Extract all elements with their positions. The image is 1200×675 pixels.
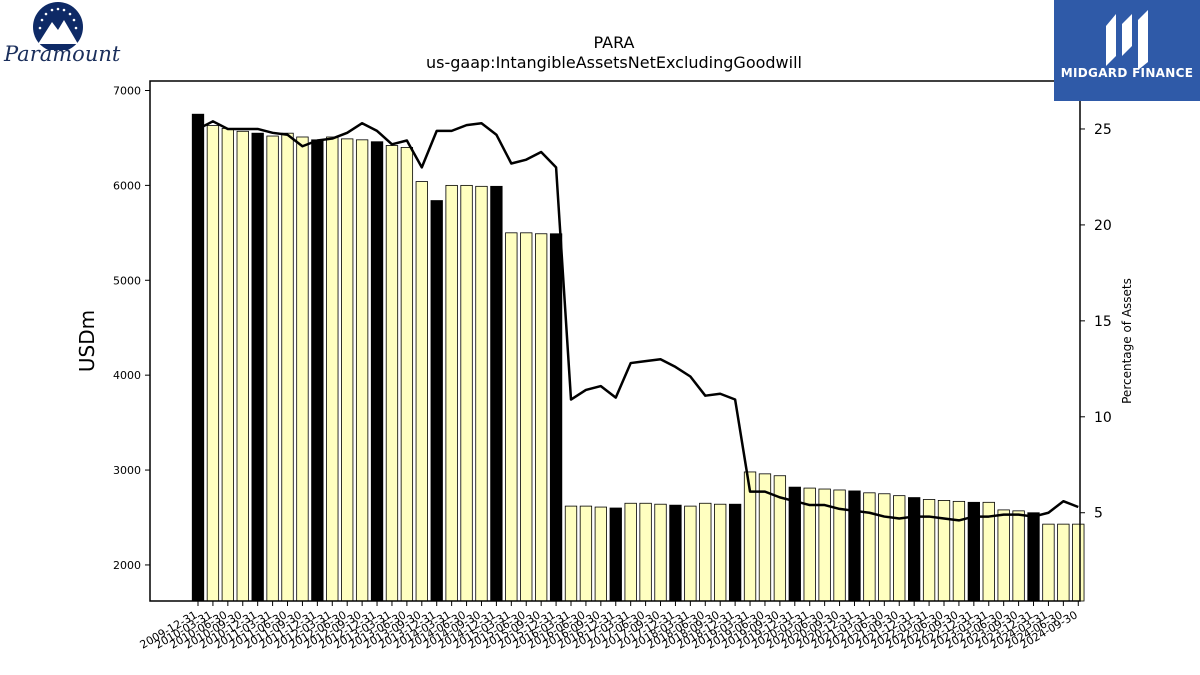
bar-2021-09-30 [893, 495, 906, 602]
line-group [197, 120, 1079, 522]
y-axis-right: 5 10 15 20 25 [1080, 122, 1112, 522]
bar-2017-12-31 [669, 504, 682, 602]
bar-2014-09-30 [475, 185, 488, 602]
y2-tick-label: 25 [1094, 122, 1112, 138]
paramount-logo: Paramount [0, 0, 121, 80]
bar-2021-12-31 [908, 497, 921, 602]
bar-2015-12-31 [549, 233, 563, 602]
bar-2016-12-31 [609, 507, 622, 602]
bar-2014-12-31 [490, 185, 503, 602]
midgard-emblem-icon [1106, 10, 1148, 70]
bar-2015-09-30 [535, 233, 548, 602]
bar-2020-12-31 [848, 490, 861, 602]
bar-2023-06-30 [997, 509, 1010, 602]
chart-subtitle: us-gaap:IntangibleAssetsNetExcludingGood… [426, 53, 802, 72]
bar-2011-06-30 [281, 132, 294, 602]
y2-tick-label: 10 [1094, 410, 1112, 426]
bar-2015-03-31 [505, 232, 518, 602]
plot-frame [149, 80, 1081, 602]
bar-2024-06-30 [1057, 523, 1070, 602]
bar-2018-09-30 [714, 503, 727, 602]
bar-2018-12-31 [728, 503, 742, 602]
y2-tick-label: 15 [1094, 314, 1112, 330]
y-axis-left: 2000 3000 4000 5000 6000 7000 [113, 84, 150, 572]
y-tick-label: 5000 [113, 274, 141, 287]
y-tick-label: 7000 [113, 84, 141, 97]
bars-group [191, 113, 1085, 602]
bar-2021-06-30 [878, 493, 891, 602]
bar-2018-06-30 [699, 502, 712, 602]
bar-2014-06-30 [460, 184, 473, 602]
bar-2009-12-31 [191, 113, 205, 602]
bar-2012-06-30 [341, 138, 354, 602]
bar-2010-03-31 [206, 125, 220, 602]
y2-tick-label: 5 [1094, 506, 1103, 522]
bar-2010-06-30 [221, 128, 234, 602]
bar-2023-09-30 [1012, 510, 1025, 602]
y2-tick-label: 20 [1094, 218, 1112, 234]
bar-2013-12-31 [430, 200, 443, 602]
chart-title: PARA [594, 33, 635, 52]
bar-2010-12-31 [251, 132, 264, 602]
bar-2017-09-30 [654, 503, 667, 602]
bar-2021-03-31 [863, 492, 876, 602]
bar-2011-12-31 [311, 139, 324, 602]
y-tick-label: 6000 [113, 179, 141, 192]
bar-2024-03-31 [1042, 523, 1055, 602]
bar-2019-12-31 [788, 486, 801, 602]
y-tick-label: 2000 [113, 559, 141, 572]
bar-2023-12-31 [1027, 512, 1040, 602]
bar-2013-09-30 [415, 181, 428, 602]
bar-2015-06-30 [520, 232, 533, 602]
midgard-wordmark: MIDGARD FINANCE [1060, 66, 1194, 80]
bar-2018-03-31 [684, 505, 697, 602]
bar-2016-03-31 [564, 505, 578, 602]
bar-2012-12-31 [370, 141, 384, 602]
bar-2017-06-30 [639, 502, 652, 602]
bar-2014-03-31 [445, 184, 458, 602]
bar-2022-03-31 [922, 499, 936, 602]
bar-2012-03-31 [326, 136, 339, 602]
bar-2016-06-30 [579, 505, 593, 602]
bar-2022-06-30 [937, 500, 951, 602]
y-axis-label: USDm [75, 310, 99, 372]
bar-2010-09-30 [236, 130, 249, 602]
x-axis: 2009-12-312010-03-312010-06-302010-09-30… [138, 601, 1080, 652]
paramount-wordmark: Paramount [4, 42, 121, 66]
bar-2011-09-30 [296, 136, 309, 602]
bar-2013-06-30 [400, 147, 414, 602]
bar-2012-09-30 [355, 139, 369, 602]
y-tick-label: 4000 [113, 369, 141, 382]
midgard-finance-logo: MIDGARD FINANCE [1054, 0, 1200, 101]
bar-2024-09-30 [1072, 523, 1085, 602]
mountain-star-icon [33, 2, 83, 50]
y2-axis-label: Percentage of Assets [1120, 278, 1134, 404]
bar-2011-03-31 [266, 135, 279, 602]
y-tick-label: 3000 [113, 464, 141, 477]
percentage-line [197, 120, 1079, 522]
bar-2016-09-30 [594, 506, 607, 602]
bar-2013-03-31 [385, 145, 399, 602]
bar-2017-03-31 [624, 502, 637, 602]
bar-2022-09-30 [952, 500, 966, 602]
